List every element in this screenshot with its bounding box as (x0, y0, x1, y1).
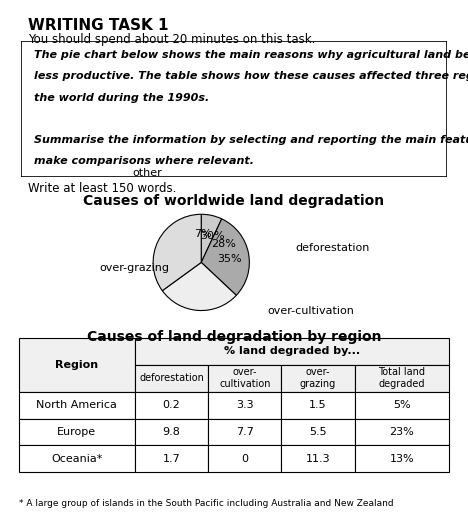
Bar (208, 419, 281, 445)
Wedge shape (201, 219, 249, 295)
Bar (208, 445, 281, 472)
Wedge shape (162, 262, 236, 310)
Text: Write at least 150 words.: Write at least 150 words. (28, 182, 176, 195)
Bar (208, 392, 281, 419)
Bar (355, 419, 449, 445)
Text: deforestation: deforestation (139, 373, 204, 383)
Text: 11.3: 11.3 (306, 454, 330, 464)
Text: Region: Region (55, 360, 98, 370)
Text: North America: North America (37, 400, 117, 410)
Text: 7.7: 7.7 (236, 427, 254, 437)
Bar (135, 365, 208, 392)
Text: make comparisons where relevant.: make comparisons where relevant. (34, 156, 254, 165)
Bar (281, 419, 355, 445)
Text: over-
cultivation: over- cultivation (219, 368, 271, 389)
Text: 28%: 28% (211, 239, 236, 249)
Text: 0: 0 (241, 454, 248, 464)
Text: WRITING TASK 1: WRITING TASK 1 (28, 18, 168, 33)
Text: 3.3: 3.3 (236, 400, 254, 410)
Bar (135, 338, 449, 365)
Bar (19, 419, 135, 445)
Text: You should spend about 20 minutes on this task.: You should spend about 20 minutes on thi… (28, 33, 315, 46)
Text: 7%: 7% (194, 228, 212, 239)
Text: Oceania*: Oceania* (51, 454, 102, 464)
Text: 30%: 30% (200, 230, 224, 241)
Text: over-grazing: over-grazing (99, 263, 169, 273)
Text: % land degraded by...: % land degraded by... (224, 346, 360, 356)
Text: Causes of land degradation by region: Causes of land degradation by region (87, 330, 381, 344)
Text: 23%: 23% (389, 427, 414, 437)
Text: 13%: 13% (389, 454, 414, 464)
Text: over-
grazing: over- grazing (300, 368, 336, 389)
Bar (19, 338, 135, 392)
Bar (135, 419, 208, 445)
Bar (19, 392, 135, 419)
Text: the world during the 1990s.: the world during the 1990s. (34, 93, 209, 102)
Bar (281, 365, 355, 392)
Text: * A large group of islands in the South Pacific including Australia and New Zeal: * A large group of islands in the South … (19, 499, 393, 508)
Bar (19, 445, 135, 472)
Text: 1.7: 1.7 (163, 454, 181, 464)
Wedge shape (201, 214, 222, 262)
Text: 35%: 35% (218, 253, 242, 264)
Bar (355, 445, 449, 472)
Text: Europe: Europe (57, 427, 96, 437)
Text: Total land
degraded: Total land degraded (379, 368, 425, 389)
Text: 5.5: 5.5 (309, 427, 327, 437)
Bar (208, 365, 281, 392)
Text: The pie chart below shows the main reasons why agricultural land becomes: The pie chart below shows the main reaso… (34, 51, 468, 60)
Bar (281, 445, 355, 472)
Text: Summarise the information by selecting and reporting the main features, and: Summarise the information by selecting a… (34, 135, 468, 144)
Text: 0.2: 0.2 (163, 400, 181, 410)
Text: less productive. The table shows how these causes affected three regions of: less productive. The table shows how the… (34, 72, 468, 81)
Bar (135, 392, 208, 419)
Bar (355, 365, 449, 392)
Text: deforestation: deforestation (295, 243, 369, 253)
Text: over-cultivation: over-cultivation (267, 306, 354, 315)
Text: 1.5: 1.5 (309, 400, 327, 410)
Wedge shape (153, 214, 201, 291)
Bar (281, 392, 355, 419)
Text: Causes of worldwide land degradation: Causes of worldwide land degradation (83, 194, 385, 207)
Text: 5%: 5% (393, 400, 411, 410)
Text: 9.8: 9.8 (163, 427, 181, 437)
Bar (135, 445, 208, 472)
Bar (355, 392, 449, 419)
Text: other: other (132, 168, 162, 178)
